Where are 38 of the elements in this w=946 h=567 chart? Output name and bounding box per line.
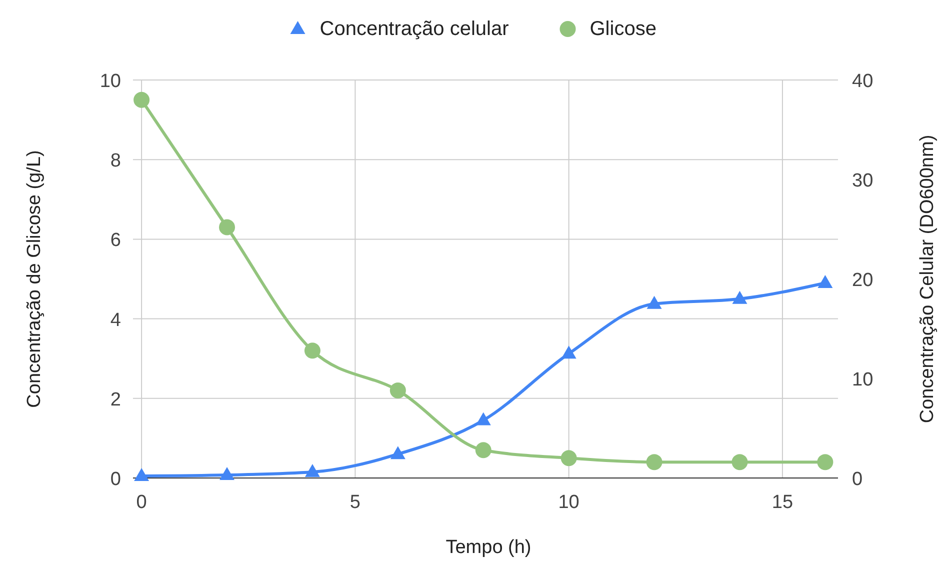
y-tick-label: 8 xyxy=(110,150,121,172)
point xyxy=(818,274,833,288)
y-tick-label: 2 xyxy=(110,389,121,410)
point xyxy=(304,464,320,478)
x-tick-label: 5 xyxy=(350,492,360,513)
y2-tick-label: 10 xyxy=(852,370,874,390)
point xyxy=(390,382,406,398)
point xyxy=(561,346,576,359)
point xyxy=(134,92,150,108)
point xyxy=(220,467,234,480)
y2-tick-label: 20 xyxy=(852,270,874,291)
y2-axis-title: Concentração Celular (DO600nm) xyxy=(917,134,938,424)
y-tick-label: 6 xyxy=(110,230,121,252)
x-tick-label: 15 xyxy=(772,492,794,513)
point xyxy=(134,468,150,482)
y2-tick-label: 0 xyxy=(852,469,863,490)
point xyxy=(475,442,492,458)
point xyxy=(560,450,577,466)
x-tick-label: 0 xyxy=(136,492,147,513)
point xyxy=(646,454,662,470)
point xyxy=(646,296,662,309)
point xyxy=(476,412,491,426)
point xyxy=(817,454,834,470)
point xyxy=(732,290,748,304)
x-axis-title: Tempo (h) xyxy=(446,537,532,558)
y-tick-label: 0 xyxy=(110,469,121,490)
legend-label: Concentração celular xyxy=(320,18,510,40)
y-tick-label: 10 xyxy=(100,71,121,92)
x-tick-label: 10 xyxy=(558,492,580,513)
y2-tick-label: 30 xyxy=(852,170,874,192)
point xyxy=(304,342,320,359)
point xyxy=(732,454,748,470)
legend-label: Glicose xyxy=(590,18,656,40)
y-axis-title: Concentração de Glicose (g/L) xyxy=(24,150,45,408)
y2-tick-label: 40 xyxy=(852,71,874,92)
point xyxy=(390,446,406,460)
y-tick-label: 4 xyxy=(110,310,122,331)
point xyxy=(219,219,235,236)
